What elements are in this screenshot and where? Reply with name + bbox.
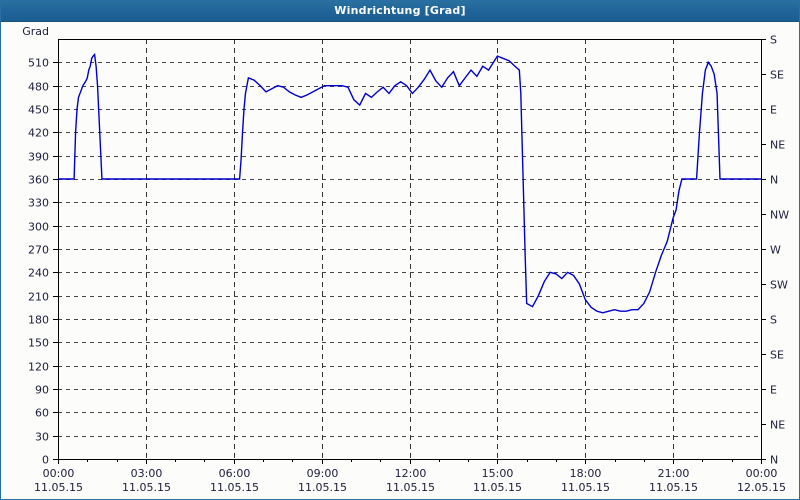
y-axis-tick-label: 150 <box>28 337 49 350</box>
y-axis-right-tick-label: S <box>770 34 777 47</box>
window-title: Windrichtung [Grad] <box>334 4 466 17</box>
y-axis-tick-label: 450 <box>28 104 49 117</box>
y-axis-tick-label: 30 <box>35 431 49 444</box>
y-axis-tick-label: 210 <box>28 291 49 304</box>
plot-background <box>1 22 799 499</box>
y-axis-right-tick-label: S <box>770 314 777 327</box>
y-axis-tick-label: 360 <box>28 174 49 187</box>
y-axis-tick-label: 270 <box>28 244 49 257</box>
y-axis-tick-label: 90 <box>35 384 49 397</box>
x-axis-date-label: 11.05.15 <box>298 481 347 494</box>
vertical-gridlines <box>146 39 674 459</box>
y-axis-tick-label: 120 <box>28 361 49 374</box>
y-axis-tick-label: 390 <box>28 151 49 164</box>
y-axis-right-tick-label: NE <box>770 419 785 432</box>
x-axis-date-label: 11.05.15 <box>649 481 698 494</box>
x-axis-time-label: 21:00 <box>658 467 690 480</box>
y-axis-right-tick-label: NE <box>770 139 785 152</box>
x-axis-time-label: 03:00 <box>131 467 163 480</box>
y-axis-right-ticks: N NE E SE S SW W NW N NE E SE S <box>761 34 789 467</box>
y-axis-right-tick-label: N <box>770 454 778 467</box>
x-axis-date-label: 11.05.15 <box>122 481 171 494</box>
y-axis-right-tick-label: SE <box>770 69 784 82</box>
y-axis-unit-label: Grad <box>22 25 49 38</box>
x-axis-date-label: 11.05.15 <box>561 481 610 494</box>
y-axis-right-tick-label: SE <box>770 349 784 362</box>
y-axis-tick-label: 240 <box>28 267 49 280</box>
x-axis-time-label: 18:00 <box>570 467 602 480</box>
x-axis-time-label: 06:00 <box>219 467 251 480</box>
y-axis-right-tick-label: E <box>770 104 777 117</box>
y-axis-right-tick-label: W <box>770 244 781 257</box>
x-axis-time-label: 00:00 <box>43 467 75 480</box>
wind-direction-line-chart: 0 30 60 90 120 150 180 210 240 270 300 330 360 390 420… <box>1 22 799 499</box>
y-axis-right-tick-label: N <box>770 174 778 187</box>
x-axis-date-label: 12.05.15 <box>737 481 786 494</box>
horizontal-gridlines <box>58 62 761 437</box>
x-axis-time-label: 12:00 <box>395 467 427 480</box>
y-axis-right-tick-label: SW <box>770 279 788 292</box>
y-axis-tick-label: 420 <box>28 127 49 140</box>
y-axis-left-ticks: 0 30 60 90 120 150 180 210 240 270 300 330 360 390 420… <box>28 57 58 467</box>
x-axis-time-label: 00:00 <box>746 467 778 480</box>
y-axis-right-tick-label: E <box>770 384 777 397</box>
x-axis-date-label: 11.05.15 <box>210 481 259 494</box>
y-axis-tick-label: 60 <box>35 407 49 420</box>
y-axis-right-tick-label: NW <box>770 209 789 222</box>
x-axis-time-label: 15:00 <box>482 467 514 480</box>
x-axis-date-label: 11.05.15 <box>34 481 83 494</box>
y-axis-tick-label: 330 <box>28 197 49 210</box>
y-axis-tick-label: 480 <box>28 81 49 94</box>
y-axis-tick-label: 0 <box>42 454 49 467</box>
window-titlebar: Windrichtung [Grad] <box>1 1 799 22</box>
x-axis-date-label: 11.05.15 <box>386 481 435 494</box>
chart-canvas: 0 30 60 90 120 150 180 210 240 270 300 330 360 390 420… <box>1 22 799 499</box>
wind-direction-series <box>58 52 761 314</box>
y-axis-tick-label: 300 <box>28 221 49 234</box>
x-axis-date-label: 11.05.15 <box>473 481 522 494</box>
x-axis-time-label: 09:00 <box>307 467 339 480</box>
x-axis-ticks: 00:0011.05.1503:0011.05.1506:0011.05.150… <box>34 459 786 494</box>
y-axis-tick-label: 180 <box>28 314 49 327</box>
y-axis-tick-label: 510 <box>28 57 49 70</box>
